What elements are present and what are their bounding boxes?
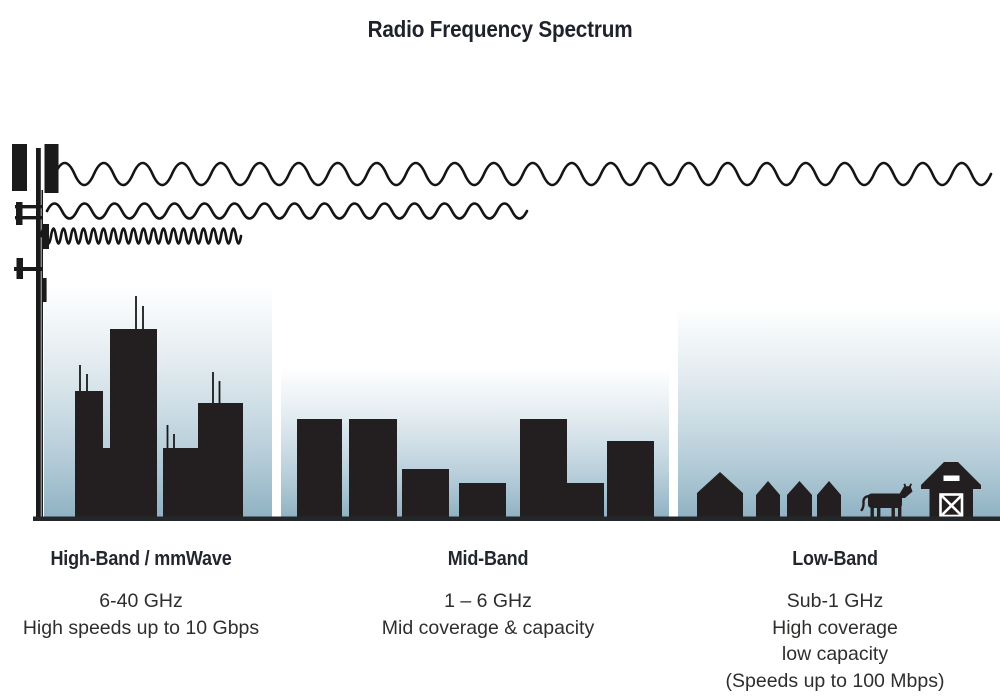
caption-low-band: Low-Band Sub-1 GHz High coverage low cap…	[694, 548, 976, 694]
building	[349, 419, 397, 518]
building	[163, 448, 198, 518]
band-name: High-Band / mmWave	[50, 548, 232, 570]
band-frequency: Sub-1 GHz	[786, 590, 884, 612]
building	[110, 329, 157, 518]
rural-scene	[697, 462, 981, 518]
band-name: Mid-Band	[447, 548, 529, 570]
caption-high-band: High-Band / mmWave 6-40 GHz High speeds …	[0, 548, 282, 641]
mid-rise-buildings-icon	[297, 419, 654, 518]
building	[607, 441, 654, 518]
low-band-long-wave-icon	[53, 161, 993, 187]
house-icon	[756, 481, 780, 518]
band-frequency: 6-40 GHz	[99, 590, 183, 612]
building	[75, 391, 103, 518]
building	[567, 483, 604, 518]
ground-baseline	[33, 516, 1000, 521]
house-icon	[787, 481, 812, 518]
caption-mid-band: Mid-Band 1 – 6 GHz Mid coverage & capaci…	[347, 548, 629, 641]
spectrum-illustration	[12, 144, 1000, 521]
band-name: Low-Band	[792, 548, 878, 570]
band-description: Mid coverage & capacity	[381, 616, 595, 639]
high-band-short-wave-icon	[39, 227, 243, 245]
band-description: High speeds up to 10 Gbps	[22, 616, 260, 639]
band-frequency: 1 – 6 GHz	[444, 590, 532, 612]
band-description: low capacity	[781, 643, 889, 665]
city-skyline-icon	[75, 296, 243, 518]
band-description: (Speeds up to 100 Mbps)	[725, 669, 945, 692]
building	[297, 419, 342, 518]
building	[402, 469, 449, 518]
mid-band-medium-wave-icon	[45, 202, 529, 220]
barn-icon	[921, 462, 981, 518]
building	[520, 419, 567, 518]
radio-waves	[39, 161, 993, 245]
house-icon	[697, 472, 743, 518]
barn-door	[937, 491, 965, 518]
cow-icon	[860, 483, 913, 518]
house-icon	[817, 481, 841, 518]
coverage-panels	[44, 286, 1000, 517]
band-description: High coverage	[772, 616, 898, 639]
page-title: Radio Frequency Spectrum	[367, 16, 633, 43]
rooftop-antennas	[79, 296, 221, 448]
cell-tower-icon	[12, 144, 59, 517]
building	[103, 448, 111, 518]
building	[459, 483, 506, 518]
building	[198, 403, 243, 518]
